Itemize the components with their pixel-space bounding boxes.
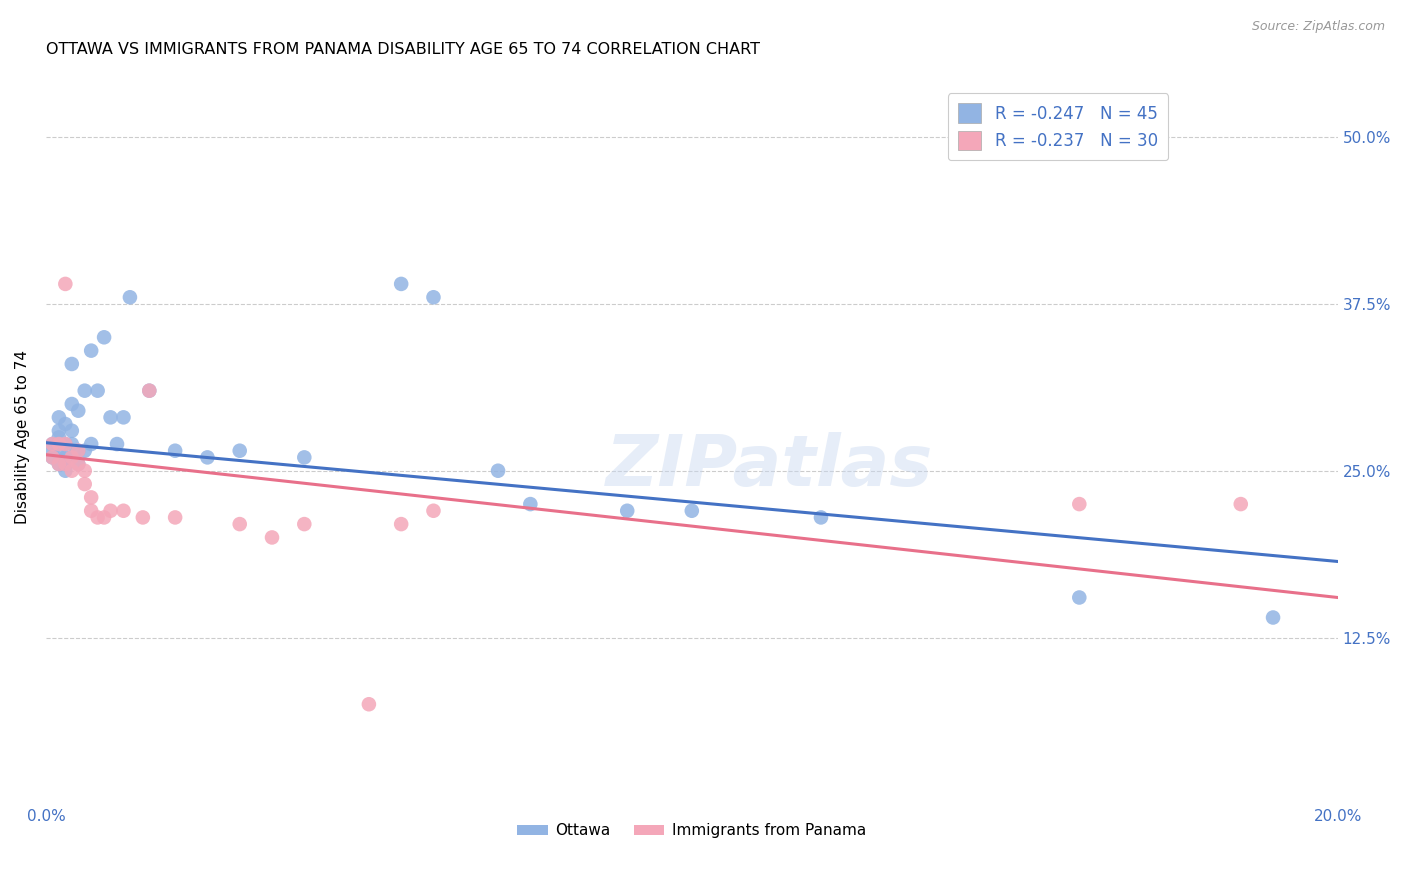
Point xyxy=(1069,591,1091,605)
Point xyxy=(48,410,70,425)
Legend: Ottawa, Immigrants from Panama: Ottawa, Immigrants from Panama xyxy=(512,817,872,845)
Point xyxy=(60,464,83,478)
Point xyxy=(60,424,83,438)
Point xyxy=(67,443,90,458)
Point xyxy=(73,443,96,458)
Point xyxy=(67,457,90,471)
Point xyxy=(486,464,509,478)
Point xyxy=(86,384,108,398)
Point xyxy=(60,397,83,411)
Point xyxy=(48,424,70,438)
Point xyxy=(60,450,83,465)
Point xyxy=(422,504,444,518)
Point xyxy=(67,403,90,417)
Point xyxy=(53,437,76,451)
Text: Source: ZipAtlas.com: Source: ZipAtlas.com xyxy=(1251,20,1385,33)
Point xyxy=(165,443,187,458)
Point xyxy=(138,384,160,398)
Point xyxy=(93,330,115,344)
Point xyxy=(53,277,76,291)
Point xyxy=(48,457,70,471)
Point xyxy=(228,443,250,458)
Point xyxy=(292,517,315,532)
Point xyxy=(53,417,76,431)
Point xyxy=(138,384,160,398)
Point xyxy=(197,450,219,465)
Point xyxy=(53,450,76,465)
Point xyxy=(422,290,444,304)
Y-axis label: Disability Age 65 to 74: Disability Age 65 to 74 xyxy=(15,351,30,524)
Point xyxy=(48,430,70,444)
Point xyxy=(67,443,90,458)
Text: OTTAWA VS IMMIGRANTS FROM PANAMA DISABILITY AGE 65 TO 74 CORRELATION CHART: OTTAWA VS IMMIGRANTS FROM PANAMA DISABIL… xyxy=(46,42,761,57)
Point xyxy=(80,437,103,451)
Point xyxy=(41,450,63,465)
Point xyxy=(389,277,412,291)
Point xyxy=(73,477,96,491)
Point xyxy=(53,437,76,451)
Point xyxy=(41,450,63,465)
Point xyxy=(228,517,250,532)
Point xyxy=(1261,610,1284,624)
Point xyxy=(681,504,703,518)
Point xyxy=(48,437,70,451)
Point xyxy=(53,457,76,471)
Point xyxy=(60,450,83,465)
Point xyxy=(67,457,90,471)
Point xyxy=(53,457,76,471)
Point xyxy=(1229,497,1251,511)
Point xyxy=(132,510,155,524)
Point xyxy=(60,357,83,371)
Point xyxy=(60,437,83,451)
Point xyxy=(260,531,283,545)
Point xyxy=(41,437,63,451)
Point xyxy=(389,517,412,532)
Point xyxy=(41,437,63,451)
Point xyxy=(519,497,541,511)
Point xyxy=(53,464,76,478)
Point xyxy=(73,384,96,398)
Point xyxy=(100,504,122,518)
Point xyxy=(41,443,63,458)
Point xyxy=(80,491,103,505)
Point xyxy=(105,437,128,451)
Point xyxy=(616,504,638,518)
Point xyxy=(1069,497,1091,511)
Point xyxy=(86,510,108,524)
Text: ZIPatlas: ZIPatlas xyxy=(606,433,934,501)
Point xyxy=(357,698,380,712)
Point xyxy=(810,510,832,524)
Point xyxy=(100,410,122,425)
Point xyxy=(165,510,187,524)
Point xyxy=(48,443,70,458)
Point xyxy=(118,290,141,304)
Point xyxy=(93,510,115,524)
Point xyxy=(73,464,96,478)
Point xyxy=(292,450,315,465)
Point xyxy=(48,457,70,471)
Point xyxy=(112,504,135,518)
Point xyxy=(80,343,103,358)
Point xyxy=(112,410,135,425)
Point xyxy=(80,504,103,518)
